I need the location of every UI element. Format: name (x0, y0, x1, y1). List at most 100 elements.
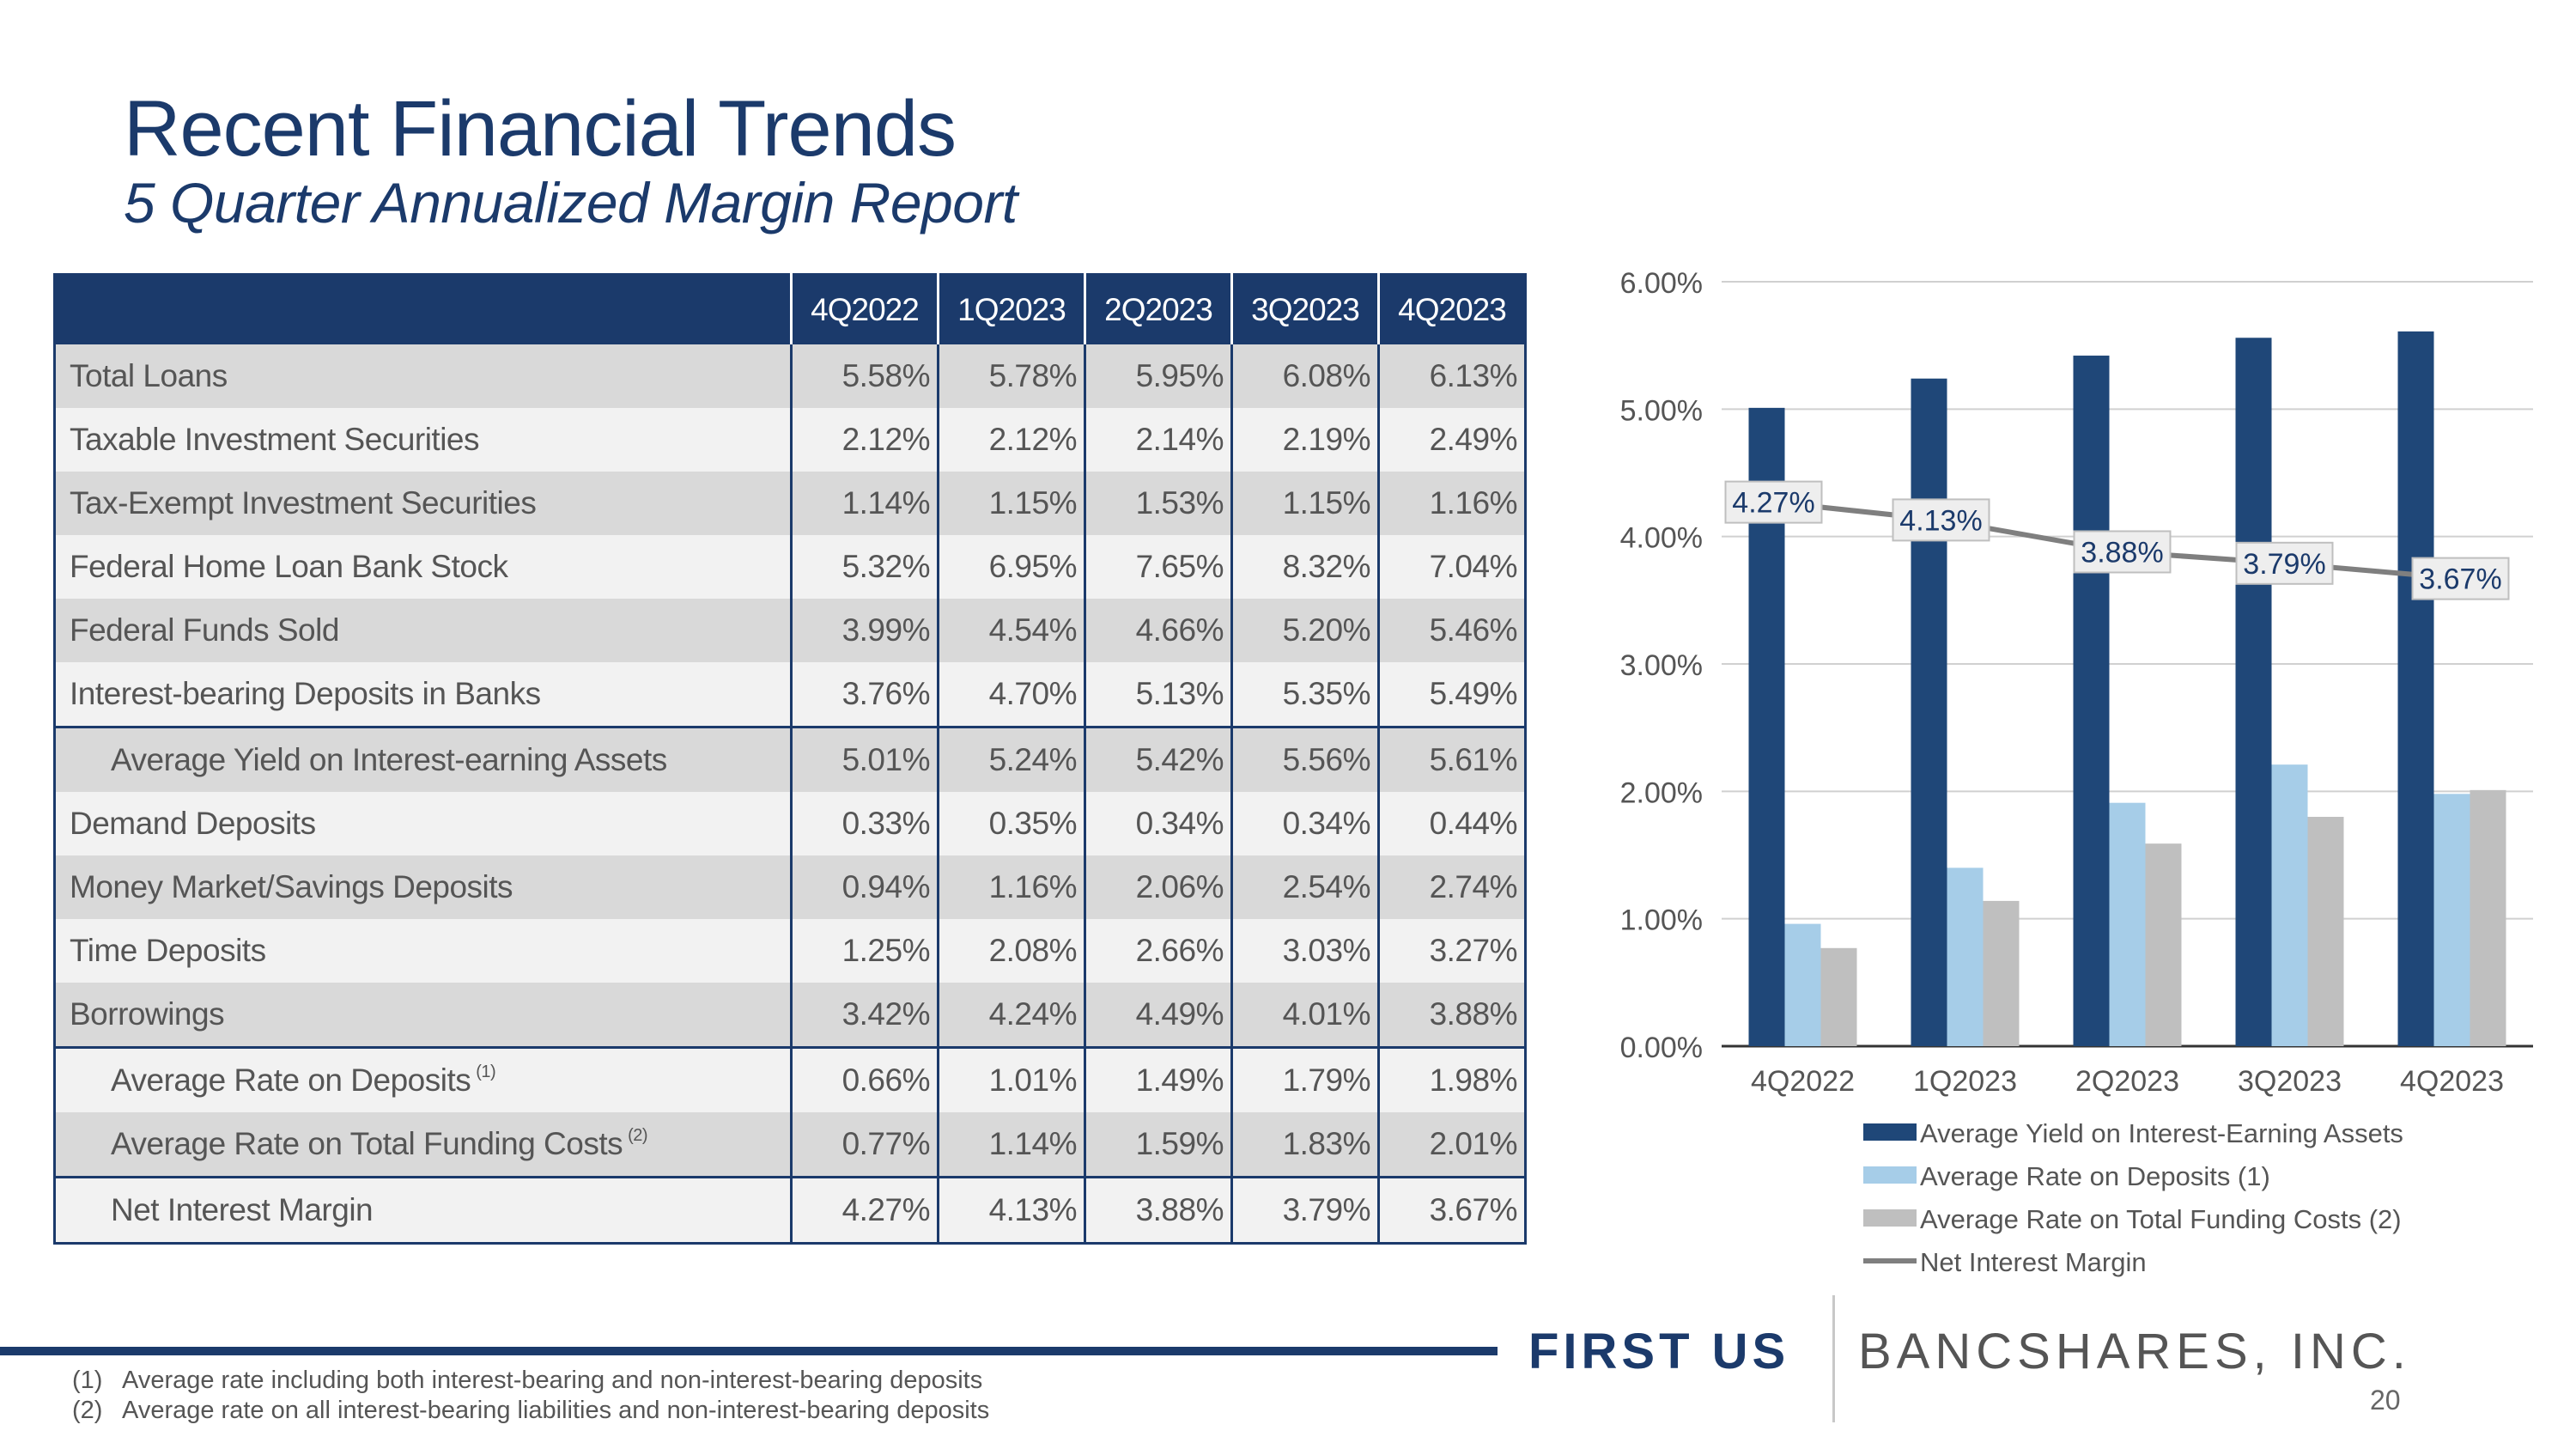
row-value: 1.59% (1084, 1112, 1232, 1178)
row-value: 5.32% (790, 535, 939, 599)
logo-bancshares: BANCSHARES, INC. (1858, 1324, 2411, 1379)
row-value: 0.66% (790, 1046, 939, 1112)
row-value: 5.01% (790, 726, 939, 792)
y-tick-label: 0.00% (1620, 1032, 1703, 1064)
table-row: Federal Home Loan Bank Stock 5.32% 6.95% 7.… (54, 535, 1526, 599)
row-label: Interest-bearing Deposits in Banks (54, 662, 792, 728)
row-value: 1.15% (1230, 472, 1379, 535)
row-label: Federal Home Loan Bank Stock (54, 535, 792, 599)
row-value: 4.66% (1084, 599, 1232, 662)
row-value: 3.67% (1377, 1176, 1526, 1244)
row-value: 7.65% (1084, 535, 1232, 599)
page-number: 20 (2370, 1385, 2401, 1416)
row-value: 2.12% (790, 408, 939, 472)
row-value: 1.49% (1084, 1046, 1232, 1112)
row-value: 2.06% (1084, 855, 1232, 919)
y-tick-label: 5.00% (1620, 394, 1703, 427)
row-value: 6.08% (1230, 344, 1379, 408)
row-value: 3.88% (1377, 983, 1526, 1048)
y-tick-label: 6.00% (1620, 267, 1703, 300)
bar (2145, 843, 2182, 1046)
row-value: 2.12% (937, 408, 1085, 472)
x-tick-label: 4Q2022 (1751, 1065, 1855, 1098)
row-label: Borrowings (54, 983, 792, 1048)
row-value: 1.53% (1084, 472, 1232, 535)
legend-swatch (1863, 1209, 1917, 1227)
row-value: 2.19% (1230, 408, 1379, 472)
row-value: 6.13% (1377, 344, 1526, 408)
row-value: 0.34% (1084, 792, 1232, 855)
row-value: 5.56% (1230, 726, 1379, 792)
x-tick-label: 4Q2023 (2400, 1065, 2504, 1098)
column-header: 4Q2022 (790, 274, 939, 344)
table-row: Average Yield on Interest-earning Assets… (54, 726, 1526, 792)
row-value: 3.88% (1084, 1176, 1232, 1244)
bar (2433, 794, 2470, 1046)
row-value: 5.20% (1230, 599, 1379, 662)
legend-swatch (1863, 1123, 1917, 1141)
footer-rule (0, 1347, 1498, 1355)
row-label: Taxable Investment Securities (54, 408, 792, 472)
row-label: Federal Funds Sold (54, 599, 792, 662)
row-label: Net Interest Margin (54, 1176, 792, 1244)
row-label: Tax-Exempt Investment Securities (54, 472, 792, 535)
row-value: 0.35% (937, 792, 1085, 855)
bar (2307, 817, 2344, 1046)
row-value: 4.70% (937, 662, 1085, 728)
page-subtitle: 5 Quarter Annualized Margin Report (124, 171, 1018, 234)
row-value: 5.49% (1377, 662, 1526, 728)
footnote: (2) Average rate on all interest-bearing … (72, 1397, 990, 1424)
bar (2271, 764, 2308, 1046)
row-value: 5.95% (1084, 344, 1232, 408)
bar (2235, 338, 2272, 1046)
row-value: 5.78% (937, 344, 1085, 408)
column-header: 2Q2023 (1084, 274, 1232, 344)
row-value: 1.98% (1377, 1046, 1526, 1112)
row-label: Average Rate on Total Funding Costs (2) (54, 1112, 792, 1178)
row-value: 1.14% (937, 1112, 1085, 1178)
row-value: 3.76% (790, 662, 939, 728)
row-value: 5.46% (1377, 599, 1526, 662)
data-label-box (1724, 480, 1823, 524)
y-tick-label: 4.00% (1620, 522, 1703, 555)
row-label: Average Rate on Deposits (1) (54, 1046, 792, 1112)
row-value: 3.42% (790, 983, 939, 1048)
row-value: 4.13% (937, 1176, 1085, 1244)
row-label: Total Loans (54, 344, 792, 408)
table-row: Total Loans 5.58% 5.78% 5.95% 6.08% 6.13% (54, 344, 1526, 408)
row-value: 8.32% (1230, 535, 1379, 599)
x-tick-label: 2Q2023 (2075, 1065, 2179, 1098)
bar (2397, 331, 2434, 1047)
table-row: Average Rate on Deposits (1) 0.66% 1.01% 1.4… (54, 1046, 1526, 1112)
table-row: Federal Funds Sold 3.99% 4.54% 4.66% 5.20% 5.… (54, 599, 1526, 662)
bar (1911, 378, 1947, 1046)
row-value: 0.94% (790, 855, 939, 919)
bar (2470, 789, 2506, 1046)
table-row: Taxable Investment Securities 2.12% 2.12% 2… (54, 408, 1526, 472)
column-header: 1Q2023 (937, 274, 1085, 344)
row-value: 4.27% (790, 1176, 939, 1244)
data-label: 4.13% (1899, 504, 1982, 537)
row-value: 5.42% (1084, 726, 1232, 792)
table-row: Tax-Exempt Investment Securities 1.14% 1.1… (54, 472, 1526, 535)
row-label: Average Yield on Interest-earning Assets (54, 726, 792, 792)
row-value: 3.03% (1230, 919, 1379, 983)
data-label: 4.27% (1732, 487, 1814, 520)
footnote-ref: (1) (476, 1062, 496, 1081)
row-value: 4.24% (937, 983, 1085, 1048)
y-tick-label: 2.00% (1620, 776, 1703, 809)
row-value: 3.99% (790, 599, 939, 662)
row-value: 0.33% (790, 792, 939, 855)
column-header: 4Q2023 (1377, 274, 1526, 344)
footnote: (1) Average rate including both interest-… (72, 1367, 983, 1394)
table-row: Money Market/Savings Deposits 0.94% 1.16% 2… (54, 855, 1526, 919)
bar (1983, 900, 2020, 1046)
table-row: Net Interest Margin 4.27% 4.13% 3.88% 3.79% 3… (54, 1176, 1526, 1244)
row-value: 1.16% (1377, 472, 1526, 535)
legend-label: Average Rate on Deposits (1) (1920, 1161, 2270, 1191)
margin-chart: 0.00% 1.00% 2.00% 3.00% 4.00% 5.00% 6.00% 4Q202… (1620, 267, 2533, 1277)
row-value: 1.15% (937, 472, 1085, 535)
row-value: 5.24% (937, 726, 1085, 792)
row-value: 3.79% (1230, 1176, 1379, 1244)
row-value: 1.25% (790, 919, 939, 983)
